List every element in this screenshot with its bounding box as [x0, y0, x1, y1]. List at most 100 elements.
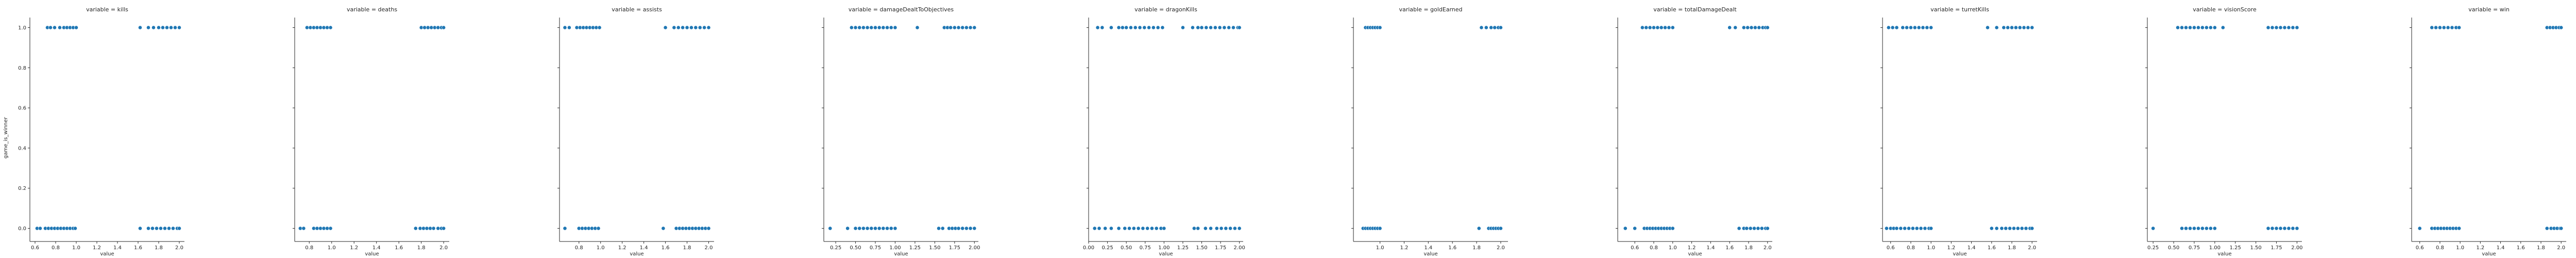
x-tick-label: 0.50	[1121, 245, 1132, 251]
scatter-point	[2545, 226, 2549, 231]
scatter-point	[1378, 25, 1382, 30]
scatter-point	[693, 25, 698, 30]
x-tick-label: 0.6	[1887, 245, 1895, 251]
x-tick-label: 1.25	[909, 245, 921, 251]
scatter-point	[685, 25, 689, 30]
scatter-point	[1907, 226, 1911, 231]
scatter-point	[2295, 226, 2299, 231]
x-tick-label: 2.0	[705, 245, 713, 251]
x-tick-label: 0.8	[575, 245, 583, 251]
scatter-point	[1886, 25, 1891, 30]
scatter-point	[1648, 25, 1652, 30]
scatter-point	[1160, 25, 1165, 30]
scatter-point	[159, 226, 163, 231]
scatter-point	[893, 25, 897, 30]
facet-panel: variable = assists 0.8 1.0 1.2 1.4 1.6 1.8 2.0 v…	[557, 6, 714, 257]
scatter-point	[413, 226, 418, 231]
scatter-point	[2020, 226, 2024, 231]
scatter-point	[1623, 226, 1628, 231]
scatter-point	[702, 25, 707, 30]
scatter-point	[1095, 25, 1100, 30]
scatter-point	[2457, 226, 2462, 231]
scatter-point	[2291, 226, 2295, 231]
scatter-point	[53, 25, 57, 30]
x-tick-label: 1.8	[155, 245, 163, 251]
x-tick-label: 0.25	[1101, 245, 1113, 251]
scatter-point	[1129, 25, 1133, 30]
x-tick-label: 1.8	[1744, 245, 1753, 251]
y-axis-label: game_is_winner	[3, 117, 9, 158]
scatter-point	[881, 226, 886, 231]
scatter-point	[422, 25, 427, 30]
scatter-point	[418, 226, 422, 231]
scatter-point	[2204, 25, 2209, 30]
x-tick-label: 1.0	[2456, 245, 2464, 251]
scatter-point	[1905, 25, 1909, 30]
x-tick-label: 0.8	[305, 245, 313, 251]
x-tick-label: 1.50	[929, 245, 940, 251]
scatter-point	[1929, 226, 1934, 231]
x-tick-label: 0.75	[2189, 245, 2200, 251]
scatter-point	[1227, 25, 1231, 30]
scatter-point	[1151, 25, 1156, 30]
scatter-point	[2274, 25, 2279, 30]
y-tick-label: 1.0	[18, 25, 26, 31]
x-tick-label: 1.4	[113, 245, 122, 251]
scatter-point	[681, 25, 685, 30]
scatter-point	[828, 226, 833, 231]
x-tick-label: 1.2	[2476, 245, 2484, 251]
scatter-point	[1150, 226, 1154, 231]
scatter-point	[2434, 25, 2438, 30]
scatter-point	[1204, 25, 1209, 30]
scatter-point	[432, 25, 437, 30]
scatter-point	[1116, 226, 1121, 231]
x-tick-label: 1.2	[1947, 245, 1955, 251]
scatter-point	[2270, 226, 2275, 231]
scatter-point	[1209, 226, 1213, 231]
facet-panel: variable = deaths 0.8 1.0 1.2 1.4 1.6 1.8 2.0 va…	[293, 6, 449, 257]
x-tick-label: 1.6	[395, 245, 403, 251]
scatter-point	[1109, 226, 1113, 231]
scatter-point	[1192, 226, 1196, 231]
scatter-point	[1103, 226, 1108, 231]
scatter-point	[428, 226, 432, 231]
scatter-point	[689, 25, 693, 30]
scatter-point	[1141, 226, 1145, 231]
scatter-point	[1100, 25, 1105, 30]
scatter-point	[1894, 25, 1899, 30]
scatter-point	[889, 25, 893, 30]
scatter-point	[1196, 226, 1200, 231]
scatter-point	[2457, 25, 2462, 30]
x-tick-label: 1.6	[1448, 245, 1456, 251]
scatter-point	[2212, 226, 2217, 231]
scatter-point	[676, 25, 681, 30]
scatter-point	[1214, 226, 1219, 231]
scatter-point	[2022, 25, 2026, 30]
scatter-point	[1765, 25, 1770, 30]
x-tick-label: 0.8	[2436, 245, 2444, 251]
x-tick-label: 1.8	[683, 245, 691, 251]
scatter-point	[1640, 25, 1645, 30]
scatter-point	[1224, 226, 1228, 231]
x-axis-label: value	[1688, 251, 1702, 257]
x-tick-label: 1.4	[1424, 245, 1432, 251]
x-tick-label: 1.8	[1472, 245, 1481, 251]
scatter-point	[2188, 226, 2192, 231]
x-tick-label: 1.8	[2008, 245, 2016, 251]
scatter-point	[2282, 226, 2287, 231]
x-tick-label: 1.0	[328, 245, 336, 251]
facet-panel: variable = turretKills 0.6 0.8 1.0 1.2 1.4 1.6…	[1880, 6, 2037, 257]
scatter-point	[138, 25, 142, 30]
scatter-point	[1644, 25, 1649, 30]
y-tick-label: 0.8	[18, 66, 26, 71]
x-tick-label: 1.2	[1400, 245, 1408, 251]
scatter-point	[1994, 226, 1999, 231]
scatter-point	[2430, 25, 2434, 30]
x-axis-label: value	[365, 251, 379, 257]
scatter-point	[1999, 226, 2004, 231]
scatter-point	[915, 25, 920, 30]
scatter-point	[1733, 25, 1738, 30]
scatter-point	[1237, 25, 1242, 30]
x-tick-label: 1.6	[662, 245, 670, 251]
